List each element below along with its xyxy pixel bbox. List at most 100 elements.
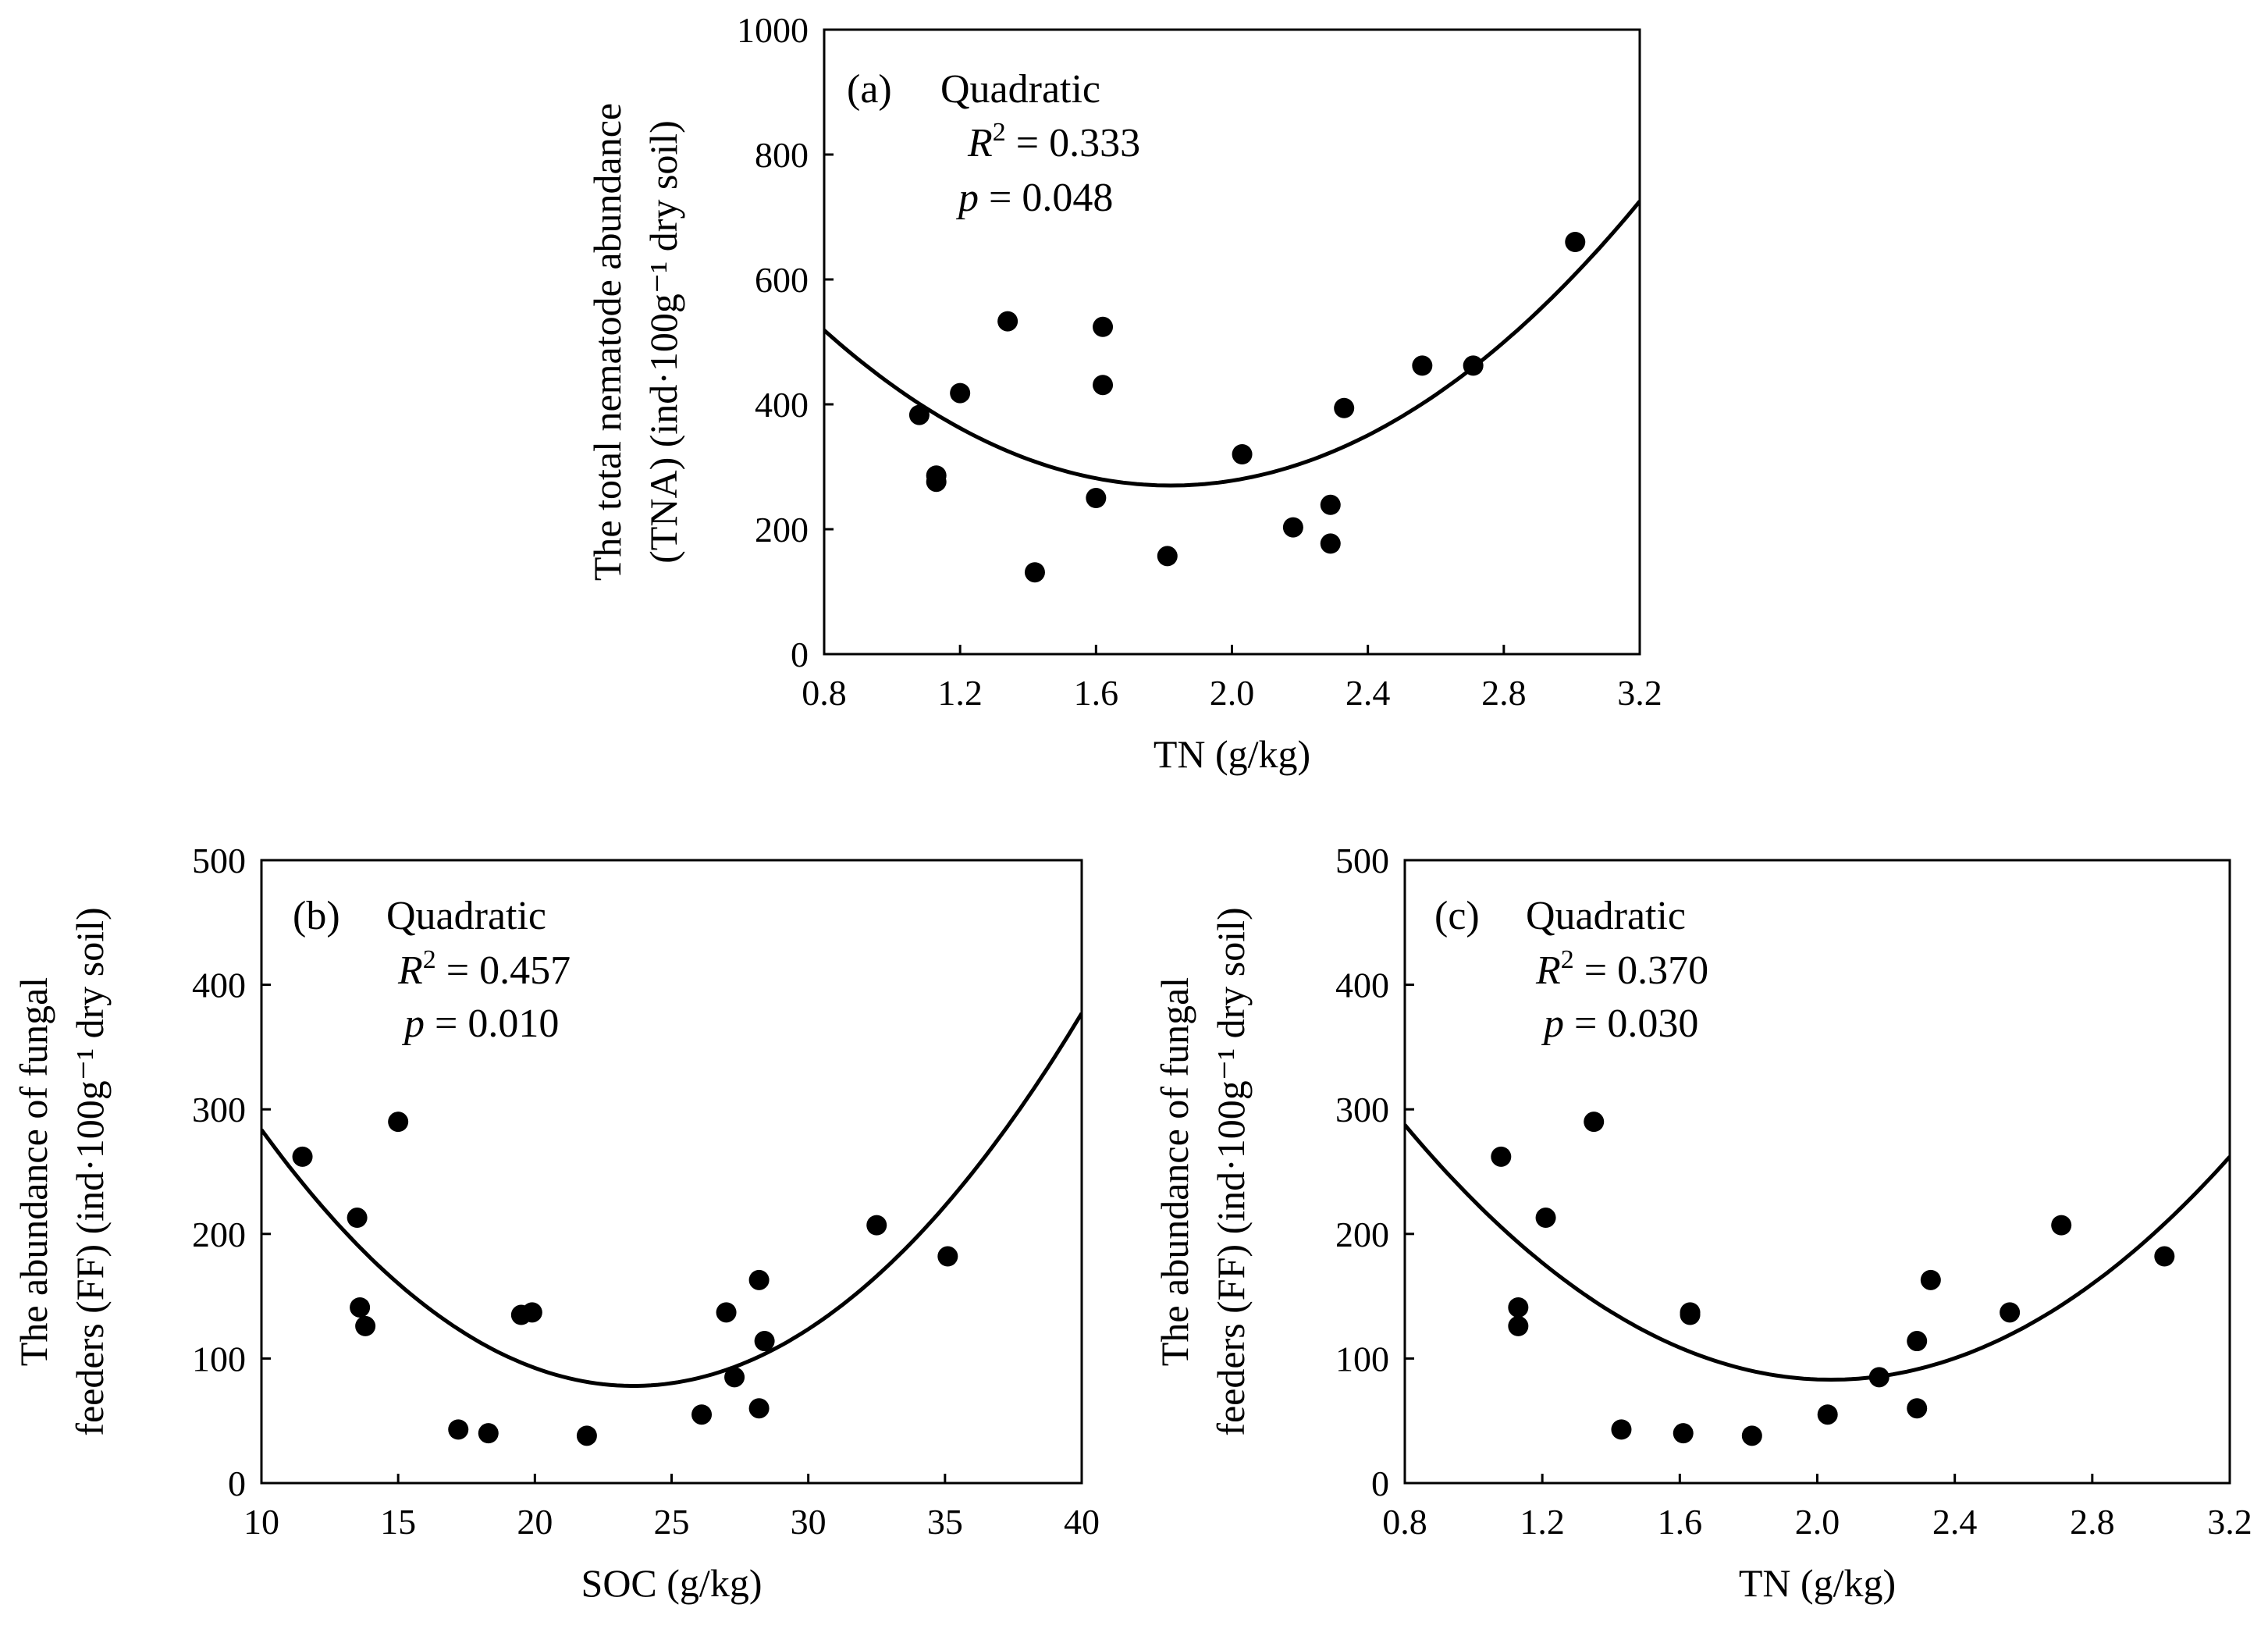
x-tick-label: 3.2: [1617, 673, 1662, 713]
data-point: [1232, 444, 1253, 464]
x-tick-label: 30: [791, 1502, 827, 1542]
x-tick-label: 10: [244, 1502, 279, 1542]
data-point: [1680, 1304, 1701, 1325]
x-tick-label: 2.4: [1932, 1502, 1978, 1542]
data-point: [1093, 316, 1114, 337]
y-tick-label: 200: [755, 510, 809, 550]
data-point: [1535, 1208, 1556, 1229]
data-point: [1024, 562, 1045, 583]
data-point: [355, 1315, 376, 1336]
data-point: [1907, 1398, 1928, 1419]
y-tick-label: 200: [192, 1215, 246, 1254]
model-label: Quadratic: [940, 67, 1100, 112]
data-point: [908, 404, 930, 425]
data-point: [997, 311, 1018, 332]
data-point: [1334, 397, 1355, 418]
x-tick-label: 1.6: [1658, 1502, 1703, 1542]
x-tick-label: 20: [517, 1502, 553, 1542]
data-point: [448, 1419, 469, 1440]
data-point: [866, 1215, 887, 1236]
panel-label: (a): [847, 67, 892, 112]
r-squared-text: R2 = 0.333: [967, 118, 1140, 165]
y-tick-label: 400: [192, 966, 246, 1005]
data-point: [748, 1398, 770, 1419]
data-point: [1673, 1423, 1694, 1444]
data-point: [1508, 1315, 1529, 1336]
fit-curve: [1405, 1123, 2230, 1382]
data-point: [1093, 375, 1114, 396]
data-point: [350, 1297, 371, 1318]
data-point: [2154, 1246, 2175, 1267]
y-tick-label: 300: [192, 1090, 246, 1129]
data-point: [1611, 1419, 1632, 1440]
data-point: [521, 1302, 542, 1323]
y-axis-label-line-2: feeders (FF) (ind·100g⁻¹ dry soil): [1209, 907, 1253, 1435]
data-point: [1868, 1367, 1889, 1388]
y-tick-label: 500: [1335, 841, 1389, 880]
x-tick-label: 0.8: [802, 673, 847, 713]
x-tick-label: 1.2: [1520, 1502, 1565, 1542]
y-tick-label: 300: [1335, 1090, 1389, 1129]
plot-frame: [1403, 859, 2231, 1485]
x-tick-label: 2.8: [2070, 1502, 2115, 1542]
r-squared-text: R2 = 0.457: [397, 945, 571, 993]
x-axis-label: SOC (g/kg): [581, 1561, 763, 1605]
data-point: [1412, 355, 1433, 376]
x-tick-label: 40: [1064, 1502, 1100, 1542]
y-axis-label-line-1: The total nematode abundance: [585, 103, 629, 581]
y-tick-label: 0: [791, 635, 809, 674]
y-axis-label-line-2: feeders (FF) (ind·100g⁻¹ dry soil): [68, 907, 112, 1435]
data-point: [1741, 1425, 1762, 1446]
data-point: [1565, 232, 1586, 252]
p-value-text: p = 0.048: [955, 176, 1113, 220]
data-point: [1282, 517, 1303, 538]
data-point: [1508, 1297, 1529, 1318]
y-axis-label-line-1: The abundance of fungal: [1153, 977, 1196, 1366]
p-value-text: p = 0.010: [401, 1001, 559, 1046]
fit-curve: [261, 1012, 1082, 1388]
data-point: [1491, 1146, 1512, 1167]
data-point: [1920, 1269, 1941, 1290]
x-tick-label: 2.4: [1346, 673, 1391, 713]
plot-frame: [260, 859, 1083, 1485]
y-tick-label: 400: [1335, 966, 1389, 1005]
x-tick-label: 25: [654, 1502, 690, 1542]
panel-label: (c): [1434, 894, 1480, 938]
y-tick-label: 1000: [737, 10, 809, 50]
chart-panel-1: 0.8 1.2 1.6 2.0 2.4 2.8 3.2 0 200 400 600 800 1000 TN…: [585, 10, 1662, 776]
data-point: [2051, 1215, 2072, 1236]
p-value-text: p = 0.030: [1541, 1001, 1698, 1046]
x-tick-label: 1.2: [937, 673, 983, 713]
data-point: [1320, 533, 1341, 554]
chart-panel-3: 0.8 1.2 1.6 2.0 2.4 2.8 3.2 0 100 200 300 400 500 TN …: [1153, 841, 2252, 1605]
y-tick-label: 400: [755, 385, 809, 425]
x-tick-label: 2.0: [1210, 673, 1255, 713]
data-point: [388, 1112, 409, 1133]
x-tick-label: 1.6: [1074, 673, 1119, 713]
x-tick-label: 2.0: [1795, 1502, 1840, 1542]
data-point: [478, 1423, 499, 1444]
y-tick-label: 0: [228, 1464, 246, 1503]
data-point: [576, 1425, 597, 1446]
data-point: [691, 1404, 713, 1425]
data-point: [754, 1331, 775, 1352]
y-tick-label: 200: [1335, 1215, 1389, 1254]
data-point: [1817, 1404, 1838, 1425]
data-point: [347, 1208, 368, 1229]
data-point: [1907, 1331, 1928, 1352]
y-tick-label: 800: [755, 135, 809, 175]
data-point: [292, 1146, 313, 1167]
data-point: [1320, 494, 1341, 515]
data-point: [1584, 1112, 1605, 1133]
r-squared-text: R2 = 0.370: [1535, 945, 1708, 993]
y-axis-label-line-2: (TNA) (ind·100g⁻¹ dry soil): [642, 120, 685, 564]
data-point: [950, 382, 971, 404]
data-point: [937, 1246, 958, 1267]
x-axis-label: TN (g/kg): [1739, 1561, 1896, 1605]
data-point: [716, 1302, 737, 1323]
data-point: [1157, 546, 1178, 567]
y-tick-label: 0: [1371, 1464, 1389, 1503]
y-tick-label: 100: [1335, 1339, 1389, 1378]
